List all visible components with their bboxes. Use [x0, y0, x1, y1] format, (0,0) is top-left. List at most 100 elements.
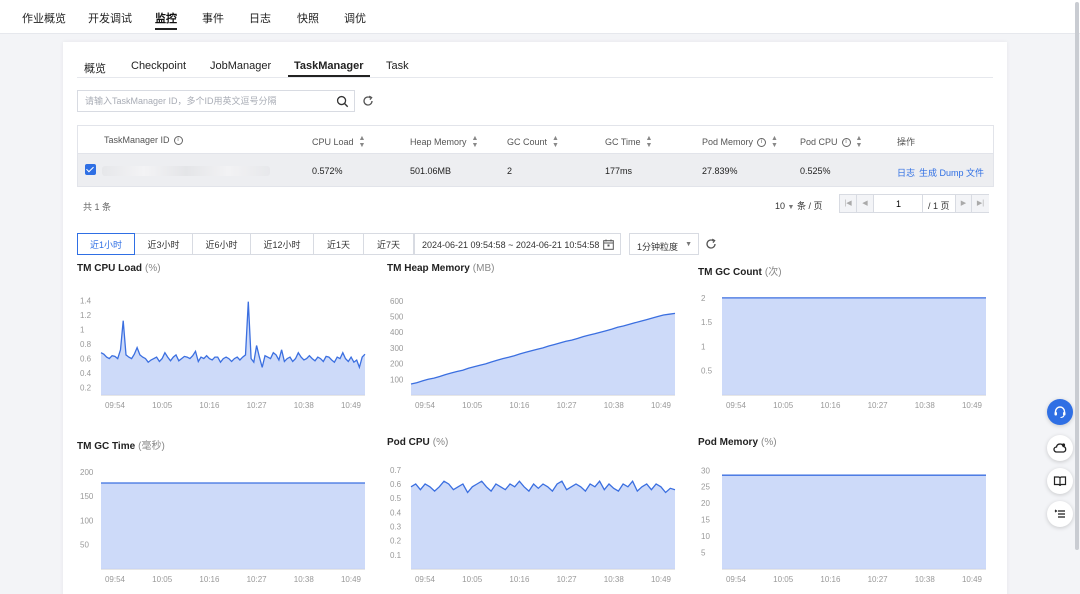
page-size-unit: 条 / 页: [796, 201, 823, 211]
range-7d-button[interactable]: 近7天: [364, 233, 414, 255]
chart-canvas: 200 150 100 50 09:54 10:05 10:16 10:27 10:38 10:4…: [80, 468, 365, 584]
sort-icon[interactable]: ▲ ▼: [645, 135, 653, 149]
y-tick-label: 100: [390, 375, 404, 384]
chart-title: TM GC Count (次): [698, 263, 782, 278]
x-tick-label: 10:16: [199, 401, 220, 410]
y-tick-label: 500: [390, 313, 404, 322]
chart-canvas: 600 500 400 300 200 100 09:54 10:05 10:16 10:27 10…: [390, 297, 676, 410]
prev-page-button[interactable]: ◀: [857, 195, 874, 212]
next-page-button[interactable]: ▶: [955, 195, 972, 212]
sort-icon[interactable]: ▲ ▼: [471, 135, 479, 149]
list-icon: [1054, 509, 1065, 518]
x-tick-label: 09:54: [415, 401, 436, 410]
page-scrollbar[interactable]: [1075, 2, 1079, 550]
page-number-input[interactable]: [875, 195, 923, 212]
generate-dump-link[interactable]: 生成 Dump 文件: [919, 168, 985, 178]
col-pod-memory[interactable]: Pod Memory i ▲ ▼: [702, 135, 778, 149]
search-icon[interactable]: [336, 95, 349, 108]
cloud-button[interactable]: [1047, 435, 1073, 461]
range-6h-button[interactable]: 近6小时: [193, 233, 251, 255]
chart-canvas: 1.4 1.2 1 0.8 0.6 0.4 0.2 09:54 10:05 10:16 10:27 1…: [80, 296, 366, 410]
top-tab-tuning[interactable]: 调优: [344, 13, 366, 25]
list-button[interactable]: [1047, 501, 1073, 527]
top-tab-develop[interactable]: 开发调试: [88, 13, 132, 25]
x-tick-label: 09:54: [105, 401, 126, 410]
range-3h-button[interactable]: 近3小时: [135, 233, 193, 255]
info-icon[interactable]: i: [757, 137, 767, 147]
x-tick-label: 10:16: [820, 401, 841, 410]
search-input[interactable]: [78, 91, 332, 111]
sort-icon[interactable]: ▲ ▼: [771, 135, 778, 149]
top-tab-monitor[interactable]: 监控: [155, 10, 177, 30]
x-tick-label: 09:54: [726, 575, 747, 584]
tab-overview[interactable]: 概览: [84, 63, 106, 75]
total-count: 共 1 条: [83, 202, 112, 212]
taskmanager-id-redacted: [102, 166, 270, 176]
tab-taskmanager[interactable]: TaskManager: [288, 60, 369, 77]
row-checkbox[interactable]: [85, 164, 96, 175]
granularity-select[interactable]: 1分钟粒度 ▼: [629, 233, 699, 255]
col-heap-memory[interactable]: Heap Memory ▲ ▼: [410, 135, 478, 149]
chart-title-text: TM GC Time: [77, 441, 136, 452]
x-tick-label: 10:38: [294, 575, 315, 584]
chevron-down-icon: ▼: [685, 241, 692, 248]
info-icon[interactable]: i: [841, 137, 851, 147]
support-button[interactable]: [1047, 399, 1073, 425]
chart-unit: (毫秒): [138, 441, 165, 452]
top-tab-snapshots[interactable]: 快照: [297, 13, 319, 25]
x-tick-label: 10:05: [152, 401, 173, 410]
chart-refresh-icon[interactable]: [705, 238, 717, 250]
x-tick-label: 10:49: [651, 401, 672, 410]
chart-canvas: 2 1.5 1 0.5 09:54 10:05 10:16 10:27 10:38 10:49: [701, 294, 986, 410]
col-label: Pod CPU: [800, 137, 838, 147]
info-icon[interactable]: i: [173, 135, 183, 145]
tab-jobmanager[interactable]: JobManager: [210, 60, 272, 72]
sort-icon[interactable]: ▲ ▼: [855, 135, 863, 149]
x-tick-label: 10:49: [341, 575, 362, 584]
chart-canvas: 0.7 0.6 0.5 0.4 0.3 0.2 0.1 09:54 10:05 10:16 10:2…: [390, 466, 676, 584]
x-tick-label: 09:54: [105, 575, 126, 584]
date-range-picker[interactable]: 2024-06-21 09:54:58 ~ 2024-06-21 10:54:5…: [414, 233, 621, 255]
y-tick-label: 5: [701, 549, 706, 558]
table-row[interactable]: 0.572% 501.06MB 2 177ms 27.839% 0.525% 日…: [78, 154, 993, 186]
y-tick-label: 25: [701, 483, 710, 492]
chart-pod-memory: Pod Memory (%) 30 25 20 15 10 5 09:54 10:05 10:16…: [698, 437, 992, 594]
page-size-select[interactable]: 10 ▼ 条 / 页: [775, 201, 823, 211]
top-tab-logs[interactable]: 日志: [249, 13, 271, 25]
chart-tm-heap-memory: TM Heap Memory (MB) 600 500 400 300 200 100 09:…: [387, 263, 681, 423]
docs-button[interactable]: [1047, 468, 1073, 494]
tab-task[interactable]: Task: [386, 60, 409, 72]
refresh-icon[interactable]: [362, 95, 374, 107]
x-tick-label: 10:05: [462, 575, 483, 584]
series-line: [100, 301, 366, 370]
first-page-button[interactable]: |◀: [840, 195, 857, 212]
range-12h-button[interactable]: 近12小时: [251, 233, 314, 255]
log-link[interactable]: 日志: [897, 168, 916, 178]
col-gc-time[interactable]: GC Time ▲ ▼: [605, 135, 652, 149]
col-taskmanager-id: TaskManager ID i: [104, 135, 183, 145]
top-tab-events[interactable]: 事件: [202, 13, 224, 25]
range-1h-button[interactable]: 近1小时: [77, 233, 135, 255]
col-cpu-load[interactable]: CPU Load ▲ ▼: [312, 135, 365, 149]
sort-icon[interactable]: ▲ ▼: [358, 135, 366, 149]
x-tick-label: 10:27: [557, 575, 578, 584]
cell-pod-memory: 27.839%: [702, 166, 738, 176]
series-area: [411, 481, 675, 569]
x-tick-label: 10:49: [962, 401, 983, 410]
tab-checkpoint[interactable]: Checkpoint: [131, 60, 187, 72]
col-gc-count[interactable]: GC Count ▲ ▼: [507, 135, 559, 149]
range-1d-button[interactable]: 近1天: [314, 233, 364, 255]
date-range-value: 2024-06-21 09:54:58 ~ 2024-06-21 10:54:5…: [422, 240, 600, 250]
x-tick-label: 10:16: [509, 575, 530, 584]
sort-icon[interactable]: ▲ ▼: [552, 135, 559, 149]
series-line: [410, 480, 676, 494]
y-tick-label: 0.4: [390, 508, 402, 517]
chart-title: Pod CPU (%): [387, 437, 448, 448]
x-tick-label: 10:27: [868, 401, 889, 410]
col-pod-cpu[interactable]: Pod CPU i ▲ ▼: [800, 135, 862, 149]
y-tick-label: 0.3: [390, 523, 402, 532]
top-tab-overview[interactable]: 作业概览: [22, 13, 66, 25]
y-tick-label: 1.2: [80, 311, 92, 320]
chart-title-text: TM GC Count: [698, 267, 762, 278]
last-page-button[interactable]: ▶|: [972, 195, 989, 212]
